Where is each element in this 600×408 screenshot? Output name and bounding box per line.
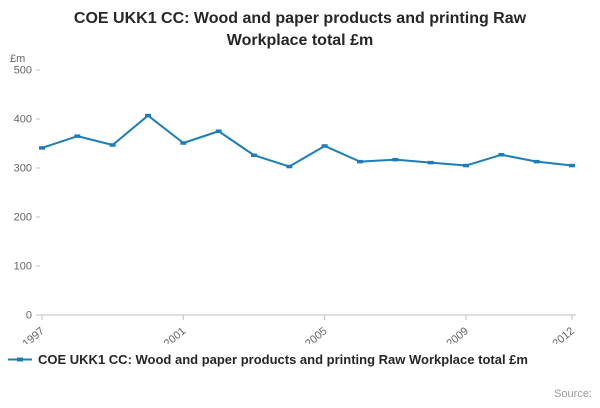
chart-title: COE UKK1 CC: Wood and paper products and…: [73, 10, 527, 49]
y-tick-label: 100: [14, 261, 32, 273]
source-label: Source:: [554, 388, 592, 400]
y-axis-unit-label: £m: [10, 53, 25, 65]
legend-label: COE UKK1 CC: Wood and paper products and…: [38, 352, 528, 367]
series-line: [41, 114, 573, 168]
y-tick-label: 400: [14, 114, 32, 126]
x-tick-label: 2009: [444, 325, 470, 344]
y-tick-label: 300: [14, 163, 32, 175]
legend-line-marker: [8, 357, 32, 362]
y-tick-label: 500: [14, 65, 32, 77]
x-tick-label: 1997: [20, 325, 46, 344]
legend-item[interactable]: COE UKK1 CC: Wood and paper products and…: [8, 352, 600, 367]
y-tick-label: 200: [14, 212, 32, 224]
x-tick-label: 2005: [303, 325, 329, 344]
x-tick-label: 2012: [550, 325, 576, 344]
chart-container: COE UKK1 CC: Wood and paper products and…: [0, 8, 600, 408]
x-tick-label: 2001: [162, 325, 188, 344]
y-tick-label: 0: [26, 310, 32, 322]
line-chart-plot: £m 0 100 200 300 400 500 1997 2001 2005 2009 2012: [10, 53, 577, 344]
